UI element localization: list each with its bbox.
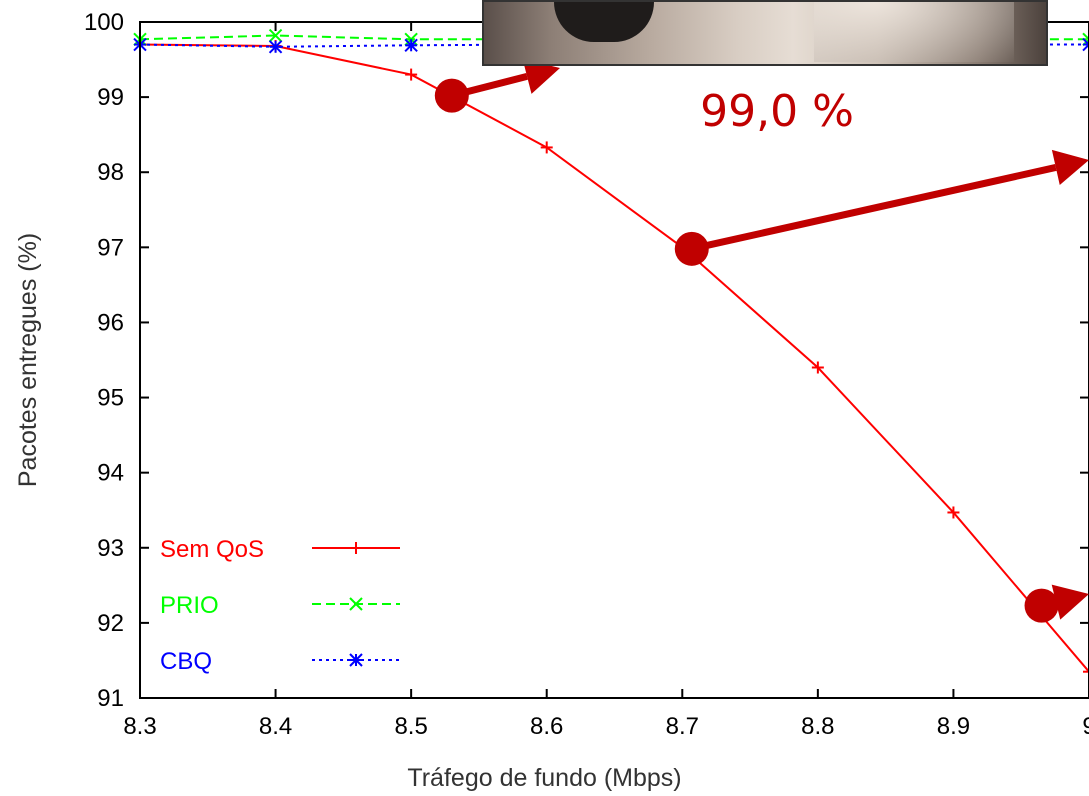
y-tick-label: 96	[97, 309, 124, 336]
photo-shadow-region	[554, 2, 654, 42]
callout-dot	[675, 232, 709, 266]
legend: Sem QoS PRIO CBQ	[160, 536, 400, 675]
legend-label-sem-qos: Sem QoS	[160, 536, 264, 563]
x-axis-title: Tráfego de fundo (Mbps)	[407, 764, 681, 792]
y-tick-label: 98	[97, 159, 124, 186]
tick-labels-layer: 8.3 8.4 8.5 8.6 8.7 8.8 8.9 9 91 92 93 94 95 96 97 98 99…	[84, 9, 1089, 740]
x-tick-label: 8.6	[530, 713, 563, 740]
series-layer	[134, 30, 1089, 678]
y-tick-label: 99	[97, 84, 124, 111]
callout-dot	[435, 79, 469, 113]
x-tick-label: 8.9	[937, 713, 970, 740]
x-tick-label: 8.4	[259, 713, 292, 740]
photo-highlight-region	[814, 2, 1014, 62]
y-tick-label: 93	[97, 535, 124, 562]
x-tick-label: 8.7	[666, 713, 699, 740]
series-line-sem-qos	[140, 45, 1089, 672]
x-tick-label: 8.5	[394, 713, 427, 740]
x-tick-label: 8.3	[123, 713, 156, 740]
callout-dot	[1025, 589, 1059, 623]
data-point-cbq	[270, 41, 282, 53]
video-snapshot-image	[482, 0, 1048, 66]
plot-frame	[140, 22, 1089, 698]
y-tick-label: 95	[97, 385, 124, 412]
y-tick-label: 94	[97, 460, 124, 487]
y-tick-label: 91	[97, 685, 124, 712]
legend-label-cbq: CBQ	[160, 648, 212, 675]
data-point-cbq	[405, 39, 417, 51]
y-tick-label: 100	[84, 9, 124, 36]
legend-marker-cbq	[350, 654, 362, 666]
axis-ticks-layer	[140, 22, 1089, 698]
callout-arrow-head	[1052, 150, 1089, 185]
y-tick-label: 97	[97, 234, 124, 261]
legend-label-prio: PRIO	[160, 592, 219, 619]
legend-marker-sem-qos	[350, 542, 362, 554]
data-point-sem-qos	[405, 69, 417, 81]
annotation-text: 99,0 %	[700, 86, 854, 137]
callout-arrows	[435, 59, 1089, 623]
callout-arrow-shaft	[692, 167, 1056, 248]
y-axis-title: Pacotes entregues (%)	[14, 233, 42, 487]
x-tick-label: 9	[1082, 713, 1089, 740]
y-tick-label: 92	[97, 610, 124, 637]
x-tick-label: 8.8	[801, 713, 834, 740]
